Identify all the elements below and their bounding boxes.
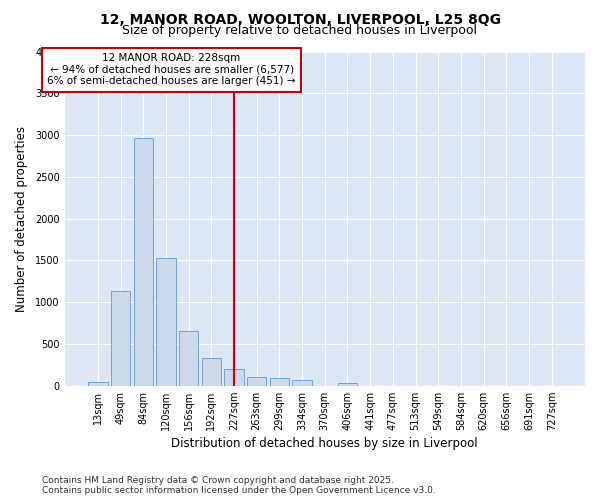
Bar	[202, 358, 221, 386]
Text: 12 MANOR ROAD: 228sqm
← 94% of detached houses are smaller (6,577)
6% of semi-de: 12 MANOR ROAD: 228sqm ← 94% of detached …	[47, 53, 296, 86]
Bar	[179, 332, 198, 386]
Text: 12, MANOR ROAD, WOOLTON, LIVERPOOL, L25 8QG: 12, MANOR ROAD, WOOLTON, LIVERPOOL, L25 …	[100, 12, 500, 26]
Bar	[338, 383, 357, 386]
Bar	[134, 138, 153, 386]
Text: Size of property relative to detached houses in Liverpool: Size of property relative to detached ho…	[122, 24, 478, 37]
X-axis label: Distribution of detached houses by size in Liverpool: Distribution of detached houses by size …	[172, 437, 478, 450]
Bar	[270, 378, 289, 386]
Bar	[247, 378, 266, 386]
Text: Contains HM Land Registry data © Crown copyright and database right 2025.
Contai: Contains HM Land Registry data © Crown c…	[42, 476, 436, 495]
Bar	[292, 380, 312, 386]
Bar	[156, 258, 176, 386]
Y-axis label: Number of detached properties: Number of detached properties	[15, 126, 28, 312]
Bar	[88, 382, 107, 386]
Bar	[224, 369, 244, 386]
Bar	[111, 292, 130, 386]
